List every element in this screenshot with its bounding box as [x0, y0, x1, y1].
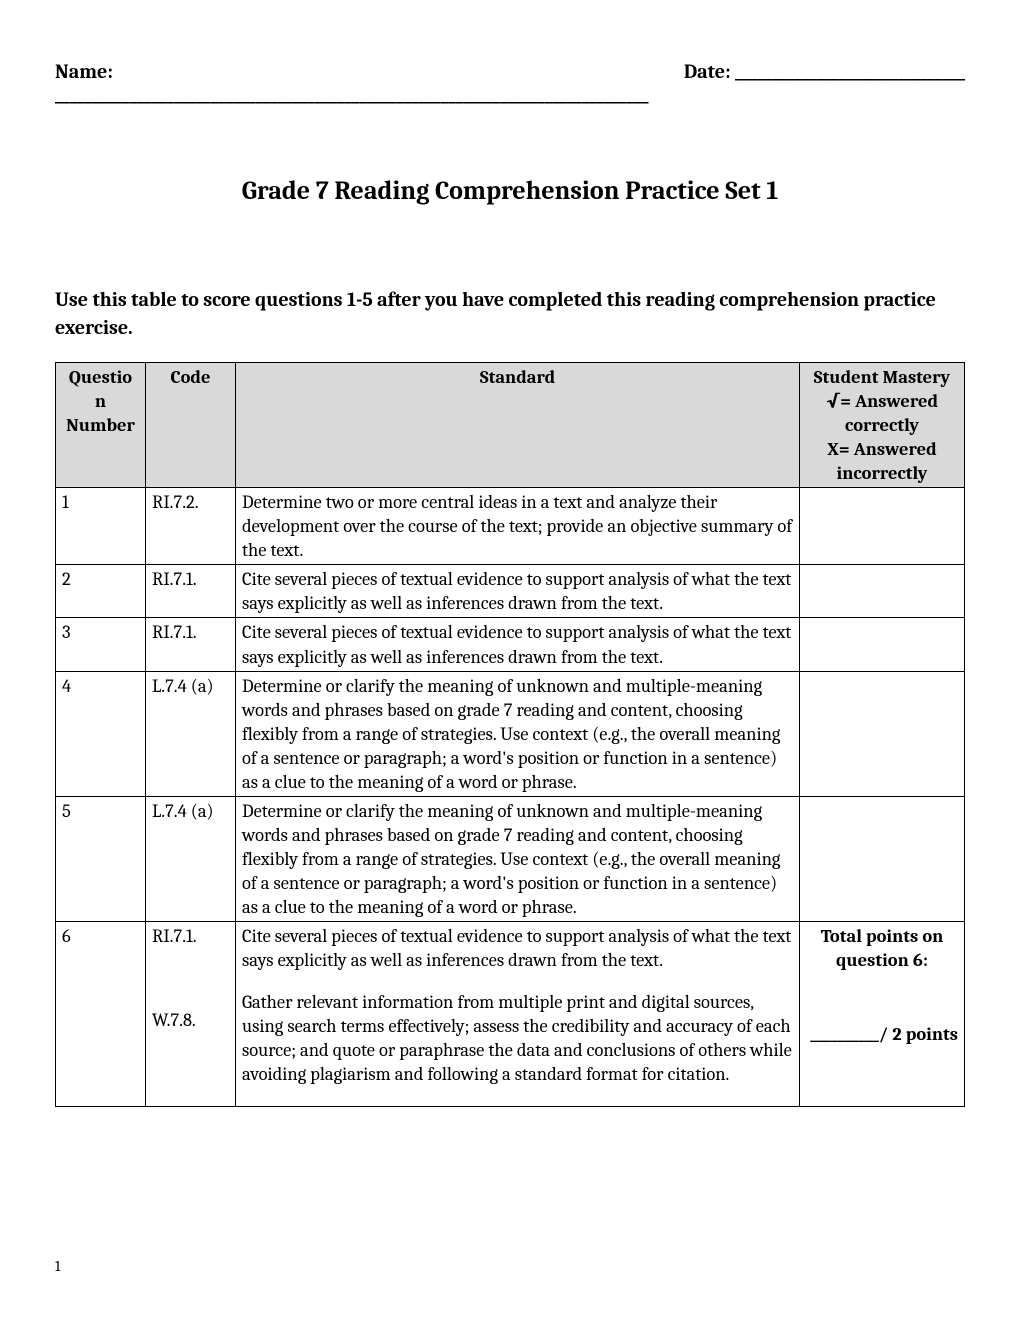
col-header-question-number: QuestionNumber [56, 363, 146, 488]
cell-standard: Determine or clarify the meaning of unkn… [236, 796, 800, 921]
mastery-incorrect: X= Answered incorrectly [827, 438, 936, 484]
qnum-label: QuestionNumber [66, 366, 135, 436]
cell-qnum: 6 [56, 922, 146, 1107]
mastery-correct: √= Answered correctly [826, 390, 938, 436]
q6-mastery-label: Total points on question 6: [806, 924, 958, 972]
col-header-code: Code [146, 363, 236, 488]
q6-code1: RI.7.1. [152, 924, 229, 948]
cell-mastery[interactable] [800, 671, 965, 796]
page-title: Grade 7 Reading Comprehension Practice S… [55, 176, 965, 206]
q6-standard2: Gather relevant information from multipl… [242, 990, 793, 1086]
cell-qnum: 1 [56, 488, 146, 565]
cell-code: RI.7.1. [146, 565, 236, 618]
table-row: 3 RI.7.1. Cite several pieces of textual… [56, 618, 965, 671]
cell-qnum: 3 [56, 618, 146, 671]
q6-standard1: Cite several pieces of textual evidence … [242, 924, 793, 972]
cell-standard: Determine two or more central ideas in a… [236, 488, 800, 565]
cell-standard: Cite several pieces of textual evidence … [236, 922, 800, 1107]
cell-qnum: 5 [56, 796, 146, 921]
cell-mastery[interactable] [800, 796, 965, 921]
score-table: QuestionNumber Code Standard Student Mas… [55, 362, 965, 1107]
cell-mastery[interactable] [800, 618, 965, 671]
date-field[interactable]: Date: _______________________________ [684, 60, 965, 106]
table-header-row: QuestionNumber Code Standard Student Mas… [56, 363, 965, 488]
cell-code: L.7.4 (a) [146, 671, 236, 796]
q6-points-line[interactable]: __________/ 2 points [806, 1022, 958, 1046]
col-header-mastery: Student Mastery √= Answered correctly X=… [800, 363, 965, 488]
col-header-standard: Standard [236, 363, 800, 488]
cell-standard: Determine or clarify the meaning of unkn… [236, 671, 800, 796]
cell-qnum: 4 [56, 671, 146, 796]
cell-code: L.7.4 (a) [146, 796, 236, 921]
table-row: 1 RI.7.2. Determine two or more central … [56, 488, 965, 565]
table-row: 2 RI.7.1. Cite several pieces of textual… [56, 565, 965, 618]
table-row-q6: 6 RI.7.1. W.7.8. Cite several pieces of … [56, 922, 965, 1107]
header-line: Name: __________________________________… [55, 60, 965, 106]
name-field[interactable]: Name: __________________________________… [55, 60, 674, 106]
cell-standard: Cite several pieces of textual evidence … [236, 565, 800, 618]
page-number: 1 [55, 1257, 60, 1275]
cell-code: RI.7.1. [146, 618, 236, 671]
cell-qnum: 2 [56, 565, 146, 618]
table-row: 5 L.7.4 (a) Determine or clarify the mea… [56, 796, 965, 921]
cell-code: RI.7.1. W.7.8. [146, 922, 236, 1107]
q6-code2: W.7.8. [152, 1008, 229, 1032]
cell-standard: Cite several pieces of textual evidence … [236, 618, 800, 671]
cell-code: RI.7.2. [146, 488, 236, 565]
instructions-text: Use this table to score questions 1-5 af… [55, 286, 965, 342]
table-row: 4 L.7.4 (a) Determine or clarify the mea… [56, 671, 965, 796]
cell-mastery-q6[interactable]: Total points on question 6: __________/ … [800, 922, 965, 1107]
cell-mastery[interactable] [800, 565, 965, 618]
mastery-title: Student Mastery [814, 366, 950, 388]
cell-mastery[interactable] [800, 488, 965, 565]
